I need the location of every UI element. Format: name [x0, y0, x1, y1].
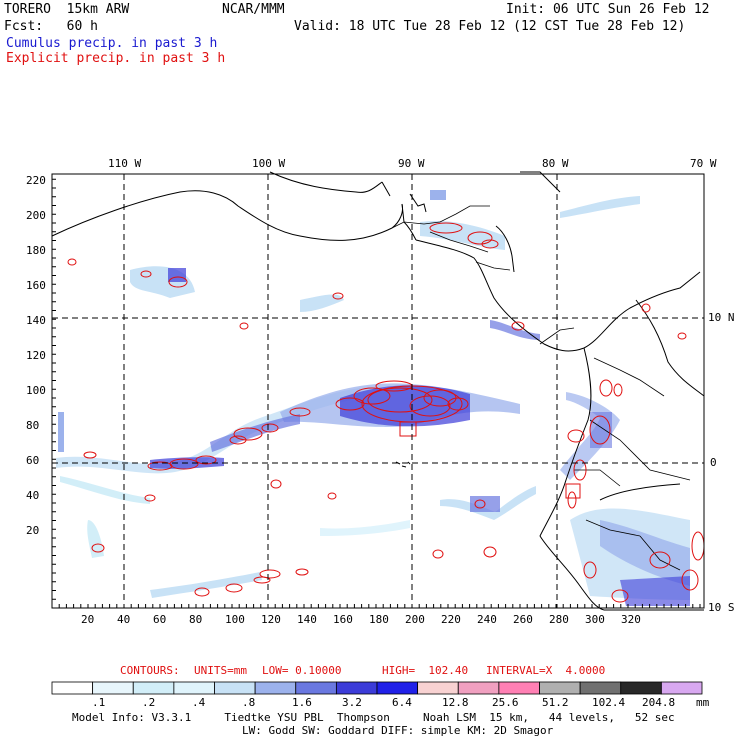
colorbar-swatch [498, 681, 540, 695]
model-info-line2: LW: Godd SW: Goddard DIFF: simple KM: 2D… [242, 724, 554, 737]
contours-label: CONTOURS: [120, 664, 180, 677]
lon-label-70w: 70 W [690, 157, 717, 170]
colorbar-label: 12.8 [442, 696, 469, 709]
field-cumulus-label: Cumulus precip. in past 3 h [6, 36, 218, 51]
contours-high: HIGH= 102.40 [382, 664, 469, 677]
x-tick-label: 260 [513, 613, 533, 626]
lat-label-10n: 10 N [708, 311, 735, 324]
colorbar-swatch [579, 681, 622, 695]
y-tick-label: 180 [26, 244, 46, 257]
x-tick-label: 160 [333, 613, 353, 626]
y-tick-label: 40 [26, 489, 40, 502]
colorbar-swatch [620, 681, 662, 695]
y-tick-label: 60 [26, 454, 40, 467]
lon-label-100w: 100 W [252, 157, 286, 170]
x-tick-label: 240 [477, 613, 497, 626]
colorbar-label: .4 [192, 696, 206, 709]
contours-low: LOW= 0.10000 [262, 664, 342, 677]
x-tick-label: 60 [153, 613, 167, 626]
y-tick-label: 220 [26, 174, 46, 187]
y-tick-label: 100 [26, 384, 46, 397]
colorbar-label: 1.6 [292, 696, 312, 709]
valid-time: Valid: 18 UTC Tue 28 Feb 12 (12 CST Tue … [294, 19, 686, 34]
country-borders [391, 205, 691, 571]
x-tick-label: 40 [117, 613, 131, 626]
lon-label-110w: 110 W [108, 157, 142, 170]
x-tick-label: 80 [189, 613, 203, 626]
x-tick-label: 200 [405, 613, 425, 626]
colorbar-swatch [51, 681, 94, 695]
y-tick-label: 200 [26, 209, 46, 222]
colorbar-swatch [335, 681, 378, 695]
colorbar-swatch [173, 681, 215, 695]
colorbar-label: 3.2 [342, 696, 362, 709]
y-tick-label: 80 [26, 419, 40, 432]
lon-label-90w: 90 W [398, 157, 425, 170]
colorbar-label: .2 [142, 696, 156, 709]
graticule [52, 174, 704, 608]
plot-frame [51, 173, 705, 609]
colorbar-label: 25.6 [492, 696, 519, 709]
tick-marks [51, 178, 701, 609]
x-tick-label: 180 [369, 613, 389, 626]
y-tick-label: 160 [26, 279, 46, 292]
colorbar-label: 102.4 [592, 696, 626, 709]
colorbar-swatch [417, 681, 459, 695]
explicit-precip-contours [67, 222, 705, 603]
lat-label-10s: 10 S [708, 601, 735, 614]
y-tick-label: 20 [26, 524, 40, 537]
y-tick-label: 120 [26, 349, 46, 362]
x-tick-label: 300 [585, 613, 605, 626]
contours-units: UNITS=mm [194, 664, 247, 677]
colorbar-unit: mm [696, 696, 710, 709]
x-tick-label: 20 [81, 613, 95, 626]
contours-interval: INTERVAL=X 4.0000 [486, 664, 606, 677]
colorbar-swatch [214, 681, 256, 695]
colorbar-swatch [660, 681, 703, 695]
colorbar-swatch [376, 681, 419, 695]
forecast-hour: Fcst: 60 h [4, 19, 98, 34]
field-explicit-label: Explicit precip. in past 3 h [6, 51, 226, 66]
model-name: TORERO 15km ARW [4, 2, 130, 17]
lon-label-80w: 80 W [542, 157, 569, 170]
x-tick-label: 140 [297, 613, 317, 626]
cumulus-precip-shading [56, 190, 690, 606]
organization: NCAR/MMM [222, 2, 285, 17]
colorbar-label: .1 [92, 696, 106, 709]
colorbar-swatch [295, 681, 337, 695]
x-tick-label: 280 [549, 613, 569, 626]
lat-label-0: 0 [710, 456, 717, 469]
colorbar-label: 51.2 [542, 696, 569, 709]
colorbar-swatch [539, 681, 581, 695]
colorbar-label: .8 [242, 696, 256, 709]
colorbar-swatch [254, 681, 297, 695]
colorbar-label: 6.4 [392, 696, 412, 709]
colorbar-swatch [92, 681, 134, 695]
x-tick-label: 100 [225, 613, 245, 626]
init-time: Init: 06 UTC Sun 26 Feb 12 [506, 2, 710, 17]
colorbar-label: 204.8 [642, 696, 676, 709]
colorbar-swatch [132, 681, 175, 695]
x-tick-label: 120 [261, 613, 281, 626]
y-tick-label: 140 [26, 314, 46, 327]
x-tick-label: 220 [441, 613, 461, 626]
model-info-line1: Model Info: V3.3.1 Tiedtke YSU PBL Thomp… [72, 711, 675, 724]
colorbar-swatches [51, 681, 703, 695]
colorbar-swatch [457, 681, 500, 695]
x-tick-label: 320 [621, 613, 641, 626]
